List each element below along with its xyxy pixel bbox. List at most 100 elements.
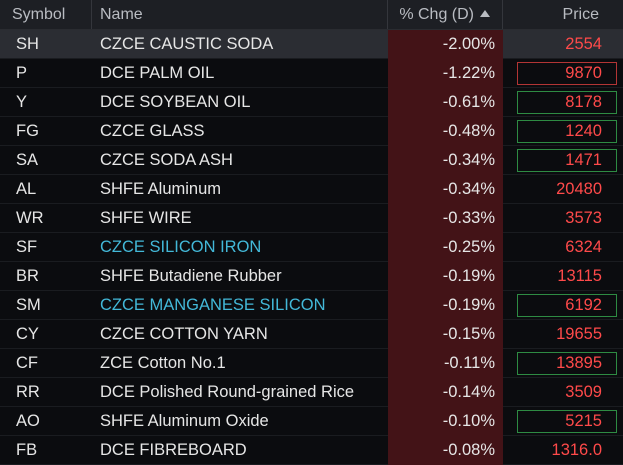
price-value: 13115 [557,266,602,285]
name-cell: DCE PALM OIL [100,63,215,82]
pct-chg-cell: -0.34% [388,145,503,175]
name-cell: DCE Polished Round-grained Rice [100,382,355,401]
price-cell: 1316.0 [503,436,623,465]
price-cell: 20480 [503,175,623,204]
symbol-cell: CF [16,353,38,372]
pct-chg-cell: -1.22% [388,58,503,88]
table-row[interactable]: P DCE PALM OIL -1.22% 9870 [0,58,623,88]
price-cell: 1240 [503,117,623,146]
pct-chg-cell: -2.00% [388,29,503,59]
pct-chg-cell: -0.11% [388,348,503,378]
symbol-cell: AL [16,179,37,198]
price-value: 19655 [556,324,602,343]
symbol-cell: SF [16,237,38,256]
price-value: 13895 [517,351,617,375]
table-row[interactable]: CF ZCE Cotton No.1 -0.11% 13895 [0,348,623,378]
table-row[interactable]: Y DCE SOYBEAN OIL -0.61% 8178 [0,87,623,117]
symbol-cell: SH [16,34,39,53]
price-value: 20480 [556,179,602,198]
symbol-cell: P [16,63,28,82]
price-value: 1316.0 [551,440,602,459]
symbol-cell: RR [16,382,40,401]
column-header-pct-chg[interactable]: % Chg (D) [388,0,503,29]
table-row[interactable]: SM CZCE MANGANESE SILICON -0.19% 6192 [0,290,623,320]
column-header-price-label: Price [562,5,599,23]
price-cell: 6192 [503,291,623,320]
sort-ascending-icon[interactable] [480,10,490,17]
price-cell: 13115 [503,262,623,291]
price-value: 3573 [565,208,602,227]
table-row[interactable]: BR SHFE Butadiene Rubber -0.19% 13115 [0,261,623,291]
pct-chg-cell: -0.33% [388,203,503,233]
column-header-symbol[interactable]: Symbol [0,0,92,29]
name-cell: SHFE Butadiene Rubber [100,266,282,285]
name-cell: ZCE Cotton No.1 [100,353,226,372]
name-cell: SHFE WIRE [100,208,192,227]
symbol-cell: WR [16,208,44,227]
price-value: 6324 [565,237,602,256]
table-row[interactable]: SA CZCE SODA ASH -0.34% 1471 [0,145,623,175]
price-value: 3509 [565,382,602,401]
pct-chg-cell: -0.14% [388,377,503,407]
price-value: 9870 [517,61,617,85]
column-header-name-label: Name [100,5,143,23]
symbol-cell: BR [16,266,39,285]
pct-chg-cell: -0.10% [388,406,503,436]
symbol-cell: SM [16,295,41,314]
column-header-symbol-label: Symbol [12,5,66,23]
price-value: 8178 [517,90,617,114]
column-header-name[interactable]: Name [92,0,388,29]
name-cell: CZCE SODA ASH [100,150,233,169]
table-row[interactable]: RR DCE Polished Round-grained Rice -0.14% 3… [0,377,623,407]
table-row[interactable]: SF CZCE SILICON IRON -0.25% 6324 [0,232,623,262]
table-row[interactable]: WR SHFE WIRE -0.33% 3573 [0,203,623,233]
pct-chg-cell: -0.25% [388,232,503,262]
price-cell: 3509 [503,378,623,407]
table-row[interactable]: FB DCE FIBREBOARD -0.08% 1316.0 [0,435,623,465]
column-header-price[interactable]: Price [503,0,623,29]
price-cell: 8178 [503,88,623,117]
symbol-cell: SA [16,150,39,169]
name-cell: CZCE GLASS [100,121,205,140]
table-header: Symbol Name % Chg (D) Price [0,0,623,30]
name-cell: CZCE CAUSTIC SODA [100,34,274,53]
name-cell: SHFE Aluminum Oxide [100,411,269,430]
symbol-cell: CY [16,324,39,343]
table-row[interactable]: CY CZCE COTTON YARN -0.15% 19655 [0,319,623,349]
pct-chg-cell: -0.08% [388,435,503,465]
price-value: 1471 [517,148,617,172]
column-header-pct-chg-label: % Chg (D) [399,5,474,23]
name-cell: DCE FIBREBOARD [100,440,247,459]
symbol-cell: AO [16,411,40,430]
table-row[interactable]: FG CZCE GLASS -0.48% 1240 [0,116,623,146]
name-link[interactable]: CZCE MANGANESE SILICON [100,295,326,314]
pct-chg-cell: -0.15% [388,319,503,349]
symbol-cell: FB [16,440,38,459]
symbol-cell: FG [16,121,39,140]
price-value: 1240 [517,119,617,143]
name-cell: SHFE Aluminum [100,179,222,198]
name-cell: CZCE COTTON YARN [100,324,268,343]
pct-chg-cell: -0.48% [388,116,503,146]
price-cell: 5215 [503,407,623,436]
pct-chg-cell: -0.34% [388,174,503,204]
price-cell: 19655 [503,320,623,349]
table-body: SH CZCE CAUSTIC SODA -2.00% 2554 P DCE PALM O… [0,29,623,465]
symbol-cell: Y [16,92,28,111]
pct-chg-cell: -0.19% [388,290,503,320]
price-value: 5215 [517,409,617,433]
table-row[interactable]: AL SHFE Aluminum -0.34% 20480 [0,174,623,204]
name-cell: DCE SOYBEAN OIL [100,92,251,111]
price-cell: 2554 [503,30,623,59]
pct-chg-cell: -0.61% [388,87,503,117]
price-cell: 1471 [503,146,623,175]
pct-chg-cell: -0.19% [388,261,503,291]
table-row[interactable]: SH CZCE CAUSTIC SODA -2.00% 2554 [0,29,623,59]
name-link[interactable]: CZCE SILICON IRON [100,237,262,256]
price-cell: 13895 [503,349,623,378]
price-cell: 9870 [503,59,623,88]
price-cell: 3573 [503,204,623,233]
table-row[interactable]: AO SHFE Aluminum Oxide -0.10% 5215 [0,406,623,436]
price-cell: 6324 [503,233,623,262]
